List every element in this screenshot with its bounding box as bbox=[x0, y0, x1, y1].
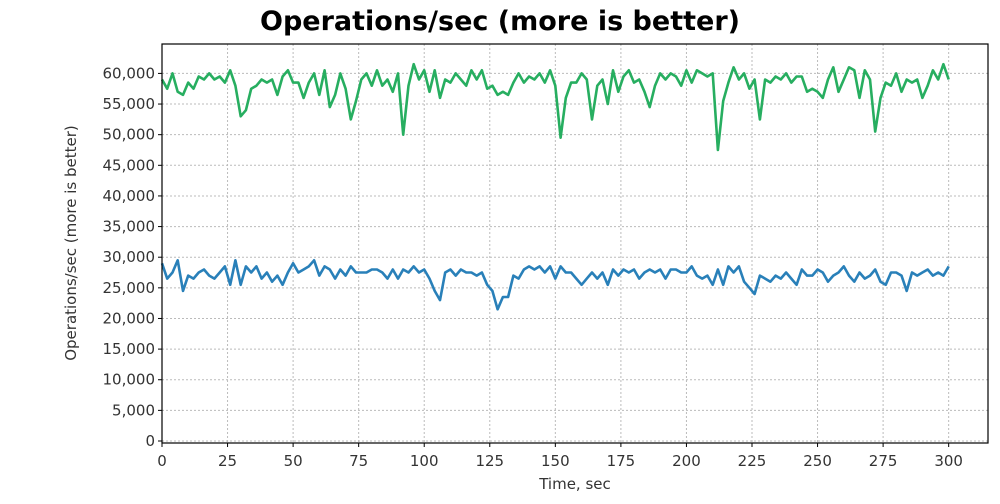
grid bbox=[161, 44, 988, 443]
y-tick-label: 45,000 bbox=[103, 156, 156, 174]
y-tick-label: 0 bbox=[145, 432, 155, 450]
x-tick-label: 100 bbox=[410, 452, 439, 470]
y-tick-label: 25,000 bbox=[103, 279, 156, 297]
x-tick-label: 200 bbox=[672, 452, 701, 470]
y-axis-ticks: 0 5,000 10,000 15,000 20,000 25,000 30,000 35,0… bbox=[103, 64, 162, 450]
x-axis-label: Time, sec bbox=[538, 475, 611, 493]
green-series-line bbox=[160, 62, 950, 152]
y-tick-label: 55,000 bbox=[103, 95, 156, 113]
x-tick-label: 275 bbox=[869, 452, 898, 470]
x-tick-label: 150 bbox=[541, 452, 570, 470]
x-tick-label: 125 bbox=[475, 452, 504, 470]
y-tick-label: 10,000 bbox=[103, 371, 156, 389]
x-tick-label: 50 bbox=[284, 452, 303, 470]
series-group bbox=[160, 62, 950, 311]
x-tick-label: 300 bbox=[934, 452, 963, 470]
blue-series-line bbox=[160, 258, 950, 311]
chart-title: Operations/sec (more is better) bbox=[260, 6, 740, 37]
y-tick-label: 60,000 bbox=[103, 64, 156, 82]
y-tick-label: 15,000 bbox=[103, 340, 156, 358]
y-tick-label: 40,000 bbox=[103, 187, 156, 205]
y-tick-label: 35,000 bbox=[103, 218, 156, 236]
y-tick-label: 20,000 bbox=[103, 309, 156, 327]
y-axis-label: Operations/sec (more is better) bbox=[62, 125, 80, 361]
y-tick-label: 30,000 bbox=[103, 248, 156, 266]
x-tick-label: 75 bbox=[349, 452, 368, 470]
x-tick-label: 250 bbox=[803, 452, 832, 470]
x-tick-label: 225 bbox=[738, 452, 767, 470]
x-tick-label: 0 bbox=[157, 452, 167, 470]
x-tick-label: 175 bbox=[607, 452, 636, 470]
x-axis-ticks: 0 25 50 75 100 125 150 175 200 225 250 275 300 bbox=[157, 443, 963, 470]
x-tick-label: 25 bbox=[218, 452, 237, 470]
y-tick-label: 50,000 bbox=[103, 126, 156, 144]
plot-border bbox=[161, 43, 989, 444]
y-tick-label: 5,000 bbox=[112, 401, 155, 419]
